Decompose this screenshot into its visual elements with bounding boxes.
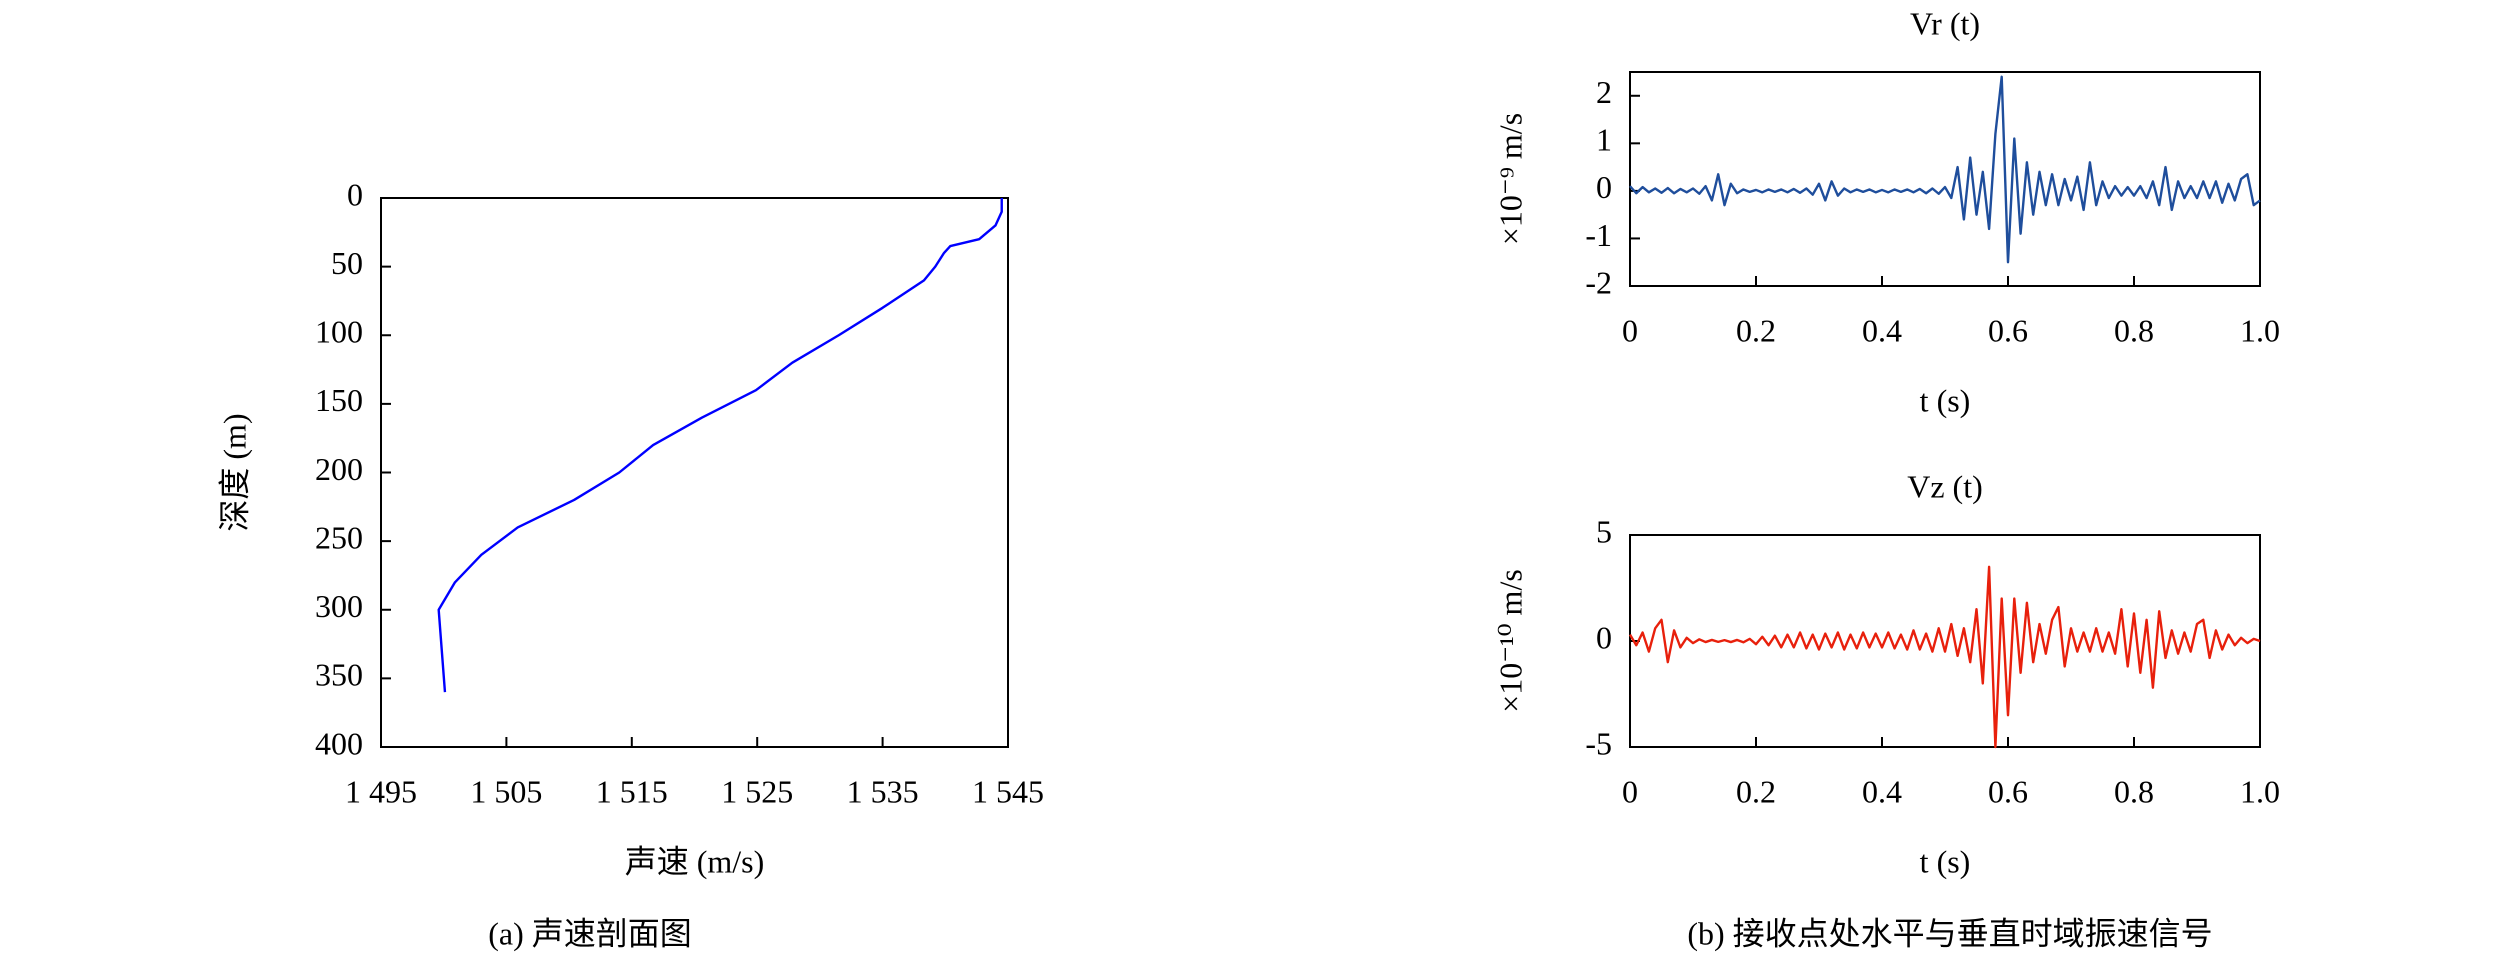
x-tick-label: 0.8	[2114, 773, 2154, 809]
chart-title: Vr (t)	[1910, 5, 1980, 41]
y-tick-label: 400	[315, 725, 363, 761]
y-tick-label: -2	[1585, 264, 1612, 300]
x-axis-label: t (s)	[1920, 843, 1971, 879]
y-axis-label: ×10⁻¹⁰ m/s	[1492, 569, 1528, 713]
x-tick-label: 0	[1622, 312, 1638, 348]
y-tick-label: 250	[315, 519, 363, 555]
y-tick-label: 300	[315, 588, 363, 624]
x-tick-label: 1 545	[972, 773, 1044, 809]
x-axis-label: t (s)	[1920, 382, 1971, 418]
chart-title: Vz (t)	[1907, 468, 1983, 504]
x-tick-label: 0	[1622, 773, 1638, 809]
data-line	[437, 198, 1003, 693]
y-tick-label: 200	[315, 451, 363, 487]
x-tick-label: 0.2	[1736, 773, 1776, 809]
x-tick-label: 0.4	[1862, 312, 1902, 348]
y-tick-label: 0	[1596, 619, 1612, 655]
y-tick-label: 1	[1596, 122, 1612, 158]
caption: (b) 接收点处水平与垂直时域振速信号	[1687, 915, 2212, 951]
x-tick-label: 0.4	[1862, 773, 1902, 809]
x-tick-label: 1 525	[721, 773, 793, 809]
y-tick-label: 150	[315, 382, 363, 418]
y-tick-label: 100	[315, 314, 363, 350]
x-tick-label: 0.6	[1988, 312, 2028, 348]
y-tick-label: 5	[1596, 513, 1612, 549]
y-axis-label: 深度 (m)	[216, 413, 252, 531]
plot-frame	[1629, 71, 2261, 287]
x-tick-label: 1 515	[596, 773, 668, 809]
x-tick-label: 1.0	[2240, 312, 2280, 348]
x-tick-label: 0.6	[1988, 773, 2028, 809]
x-tick-label: 1 495	[345, 773, 417, 809]
x-axis-label: 声速 (m/s)	[625, 843, 765, 879]
y-tick-label: -1	[1585, 217, 1612, 253]
y-tick-label: 350	[315, 657, 363, 693]
x-tick-label: 0.8	[2114, 312, 2154, 348]
data-line	[1629, 75, 2261, 264]
caption: (a) 声速剖面图	[488, 915, 692, 951]
y-tick-label: 50	[331, 245, 363, 281]
x-tick-label: 1.0	[2240, 773, 2280, 809]
y-tick-label: -5	[1585, 725, 1612, 761]
x-tick-label: 1 535	[847, 773, 919, 809]
x-tick-label: 0.2	[1736, 312, 1776, 348]
y-axis-label: ×10⁻⁹ m/s	[1492, 113, 1528, 245]
y-tick-label: 2	[1596, 74, 1612, 110]
x-tick-label: 1 505	[470, 773, 542, 809]
data-line	[1628, 565, 2261, 749]
y-tick-label: 0	[347, 176, 363, 212]
plot-frame	[380, 197, 1009, 748]
y-tick-label: 0	[1596, 169, 1612, 205]
